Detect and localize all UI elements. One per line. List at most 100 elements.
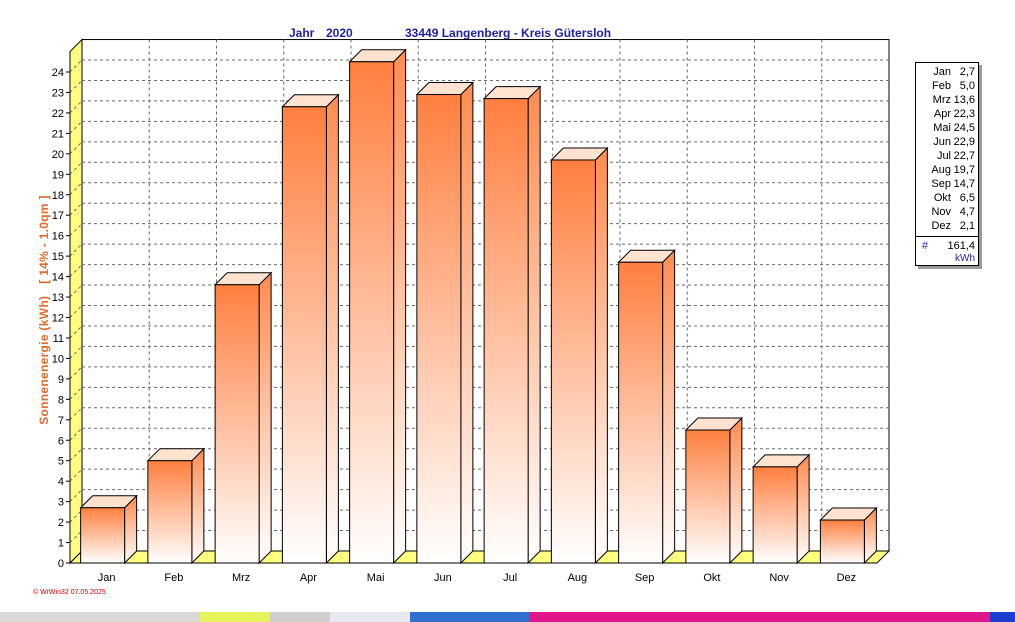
legend-value: 2,7 bbox=[959, 66, 975, 78]
legend-value: 4,7 bbox=[959, 206, 975, 218]
bar-aug bbox=[550, 146, 609, 565]
grid-line-wall bbox=[69, 121, 83, 134]
y-tick-label: 15 bbox=[52, 251, 64, 263]
grid-line-wall bbox=[69, 264, 83, 277]
y-tick-label: 18 bbox=[52, 190, 64, 202]
legend-month: Aug bbox=[931, 164, 951, 176]
bar-front bbox=[281, 106, 327, 564]
x-tick-label: Sep bbox=[635, 572, 655, 584]
bar-side bbox=[460, 81, 474, 565]
x-tick-label: Jul bbox=[503, 572, 517, 584]
legend-month: Mrz bbox=[932, 94, 951, 106]
bar-sep bbox=[617, 249, 676, 565]
legend-row: Jan 2,7 bbox=[916, 65, 978, 79]
bar-front bbox=[685, 429, 731, 564]
grid-line-wall bbox=[69, 80, 83, 93]
grid-line-wall bbox=[69, 489, 83, 502]
grid-line-wall bbox=[69, 59, 83, 73]
grid-line-wall bbox=[69, 448, 83, 462]
grid-line-wall bbox=[69, 366, 83, 380]
grid-line-wall bbox=[69, 427, 83, 441]
legend-row: Apr 22,3 bbox=[916, 107, 978, 121]
grid-line-wall bbox=[69, 386, 83, 400]
grid-line-wall bbox=[69, 468, 83, 482]
legend-month: Jan bbox=[933, 66, 951, 78]
legend-month: Sep bbox=[931, 178, 951, 190]
bar-dez bbox=[819, 506, 878, 565]
y-tick-label: 3 bbox=[58, 497, 64, 509]
x-tick-label: Aug bbox=[568, 572, 588, 584]
legend-value: 22,9 bbox=[953, 136, 975, 148]
grid-line-wall bbox=[69, 346, 83, 359]
legend-value: 19,7 bbox=[953, 164, 975, 176]
bar-okt bbox=[684, 416, 744, 565]
bar-mai bbox=[348, 48, 407, 565]
grid-line-wall bbox=[69, 305, 83, 318]
y-tick-label: 17 bbox=[52, 210, 64, 222]
grid-line-wall bbox=[69, 223, 83, 237]
grid-line-wall bbox=[69, 407, 83, 421]
footer-stamp: © WrWin32 07.05.2025 bbox=[33, 589, 106, 596]
x-tick-label: Jan bbox=[98, 572, 116, 584]
chart-title: 33449 Langenberg - Kreis Gütersloh bbox=[405, 26, 612, 40]
bar-nov bbox=[751, 453, 811, 565]
bar-front bbox=[349, 61, 395, 564]
legend-value: 22,7 bbox=[953, 150, 975, 162]
bar-feb bbox=[146, 447, 206, 565]
bar-jun bbox=[415, 81, 475, 565]
y-tick-label: 5 bbox=[58, 456, 64, 468]
legend-row: Feb 5,0 bbox=[916, 79, 978, 93]
bar-front bbox=[752, 466, 798, 564]
y-tick-label: 4 bbox=[58, 476, 64, 488]
x-tick-label: Apr bbox=[300, 572, 317, 584]
y-tick-label: 2 bbox=[58, 517, 64, 529]
grid-line-wall bbox=[69, 530, 83, 543]
x-tick-label: Mrz bbox=[232, 572, 250, 584]
bar-side bbox=[662, 249, 676, 565]
x-tick-label: Nov bbox=[769, 572, 789, 584]
legend-month: Feb bbox=[932, 80, 951, 92]
bar-jan bbox=[79, 494, 138, 565]
bar-apr bbox=[281, 93, 340, 565]
x-tick-label: Okt bbox=[703, 572, 720, 584]
legend-row: Jun 22,9 bbox=[916, 135, 978, 149]
bar-jul bbox=[482, 85, 542, 565]
bar-side bbox=[191, 447, 205, 565]
y-tick-label: 10 bbox=[52, 353, 64, 365]
bar-front bbox=[550, 159, 596, 564]
bar-front bbox=[416, 94, 462, 564]
bar-front bbox=[483, 98, 529, 564]
grid-line-wall bbox=[69, 202, 83, 216]
y-tick-label: 14 bbox=[52, 272, 64, 284]
legend-total-symbol: # bbox=[922, 240, 929, 252]
legend-month: Jun bbox=[933, 136, 951, 148]
bar-mrz bbox=[213, 271, 273, 565]
grid-line-wall bbox=[69, 161, 83, 175]
y-tick-label: 11 bbox=[53, 333, 64, 345]
legend-row: Okt 6,5 bbox=[916, 191, 978, 205]
legend-month: Nov bbox=[931, 206, 951, 218]
y-tick-label: 8 bbox=[58, 394, 64, 406]
y-tick-label: 12 bbox=[52, 313, 64, 325]
legend-month: Apr bbox=[933, 108, 951, 120]
legend-value: 14,7 bbox=[953, 178, 975, 190]
legend-value: 24,5 bbox=[953, 122, 975, 134]
bar-side bbox=[258, 271, 272, 565]
legend-month: Okt bbox=[933, 192, 951, 204]
bar-side bbox=[393, 48, 407, 565]
bar-front bbox=[618, 261, 664, 564]
y-tick-label: 1 bbox=[58, 538, 64, 550]
legend-row: Jul 22,7 bbox=[916, 149, 978, 163]
legend-value: 22,3 bbox=[953, 108, 975, 120]
legend-divider bbox=[916, 236, 978, 237]
bar-front bbox=[147, 460, 193, 564]
legend-row: Dez 2,1 bbox=[916, 219, 978, 233]
legend-month: Mai bbox=[933, 122, 951, 134]
legend-row: Mai 24,5 bbox=[916, 121, 978, 135]
grid-line-wall bbox=[69, 284, 83, 298]
legend-row: Aug 19,7 bbox=[916, 163, 978, 177]
x-tick-label: Mai bbox=[367, 572, 385, 584]
legend-total-unit: kWh bbox=[955, 253, 975, 264]
y-tick-label: 6 bbox=[58, 435, 64, 447]
